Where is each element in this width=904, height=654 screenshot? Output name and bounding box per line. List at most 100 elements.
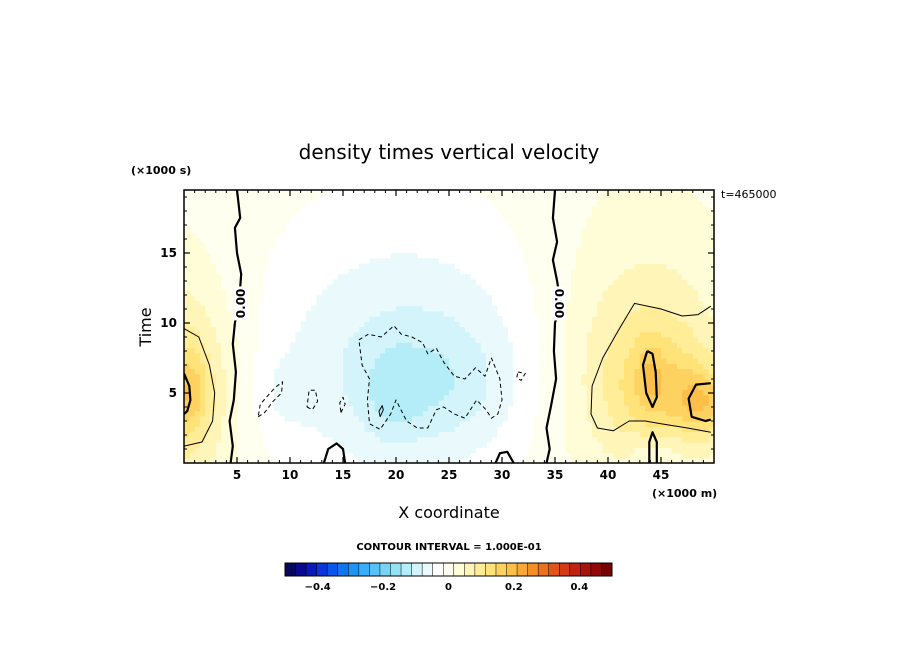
heatmap-cell [623, 347, 630, 354]
heatmap-cell [364, 279, 371, 286]
heatmap-cell [639, 253, 646, 259]
heatmap-cell [507, 363, 514, 370]
heatmap-cell [698, 284, 704, 291]
heatmap-cell [650, 284, 657, 291]
heatmap-cell [634, 321, 641, 328]
heatmap-cell [433, 268, 439, 275]
heatmap-cell [215, 305, 222, 312]
heatmap-cell [226, 447, 233, 454]
heatmap-cell [252, 263, 259, 270]
heatmap-cell [221, 436, 227, 443]
heatmap-cell [639, 247, 646, 254]
heatmap-cell [602, 310, 609, 317]
heatmap-cell [586, 363, 593, 370]
heatmap-cell [221, 431, 227, 438]
heatmap-cell [629, 452, 636, 459]
heatmap-cell [205, 331, 212, 338]
heatmap-cell [639, 379, 646, 385]
heatmap-cell [682, 410, 689, 417]
x-tick-label: 35 [547, 468, 564, 482]
heatmap-cell [618, 289, 625, 296]
heatmap-cell [380, 326, 386, 333]
heatmap-cell [311, 379, 318, 385]
heatmap-cell [332, 384, 339, 391]
heatmap-cell [703, 363, 710, 370]
colorbar-swatch [327, 563, 339, 576]
heatmap-cell [237, 226, 243, 233]
heatmap-cell [682, 274, 689, 280]
heatmap-cell [682, 431, 689, 438]
heatmap-cell [523, 195, 530, 202]
heatmap-cell [602, 410, 609, 417]
heatmap-cell [194, 279, 201, 286]
heatmap-cell [406, 363, 413, 370]
heatmap-cell [221, 415, 227, 422]
heatmap-cell [189, 394, 196, 401]
heatmap-cell [676, 447, 683, 454]
heatmap-cell [427, 400, 434, 406]
heatmap-cell [544, 337, 551, 343]
heatmap-cell [417, 316, 424, 322]
heatmap-cell [486, 342, 492, 349]
heatmap-cell [502, 384, 508, 391]
heatmap-cell [390, 321, 397, 328]
heatmap-cell [369, 279, 376, 286]
heatmap-cell [427, 363, 434, 370]
heatmap-cell [586, 452, 593, 459]
heatmap-cell [676, 216, 683, 223]
contour-line [322, 442, 347, 463]
heatmap-cell [496, 342, 503, 349]
heatmap-cell [401, 384, 408, 391]
heatmap-cell [205, 289, 212, 296]
heatmap-cell [703, 284, 710, 291]
heatmap-cell [231, 405, 238, 412]
heatmap-cell [549, 268, 556, 275]
heatmap-cell [215, 247, 222, 254]
heatmap-cell [592, 331, 598, 338]
contour-label-layer: 0.00 0.00 [234, 286, 567, 321]
heatmap-cell [284, 216, 291, 223]
heatmap-cell [459, 305, 466, 312]
heatmap-cell [634, 363, 641, 370]
heatmap-cell [655, 442, 662, 448]
heatmap-cell [634, 384, 641, 391]
heatmap-cell [645, 400, 651, 406]
heatmap-cell [295, 410, 302, 417]
heatmap-cell [237, 415, 243, 422]
heatmap-cell [576, 405, 583, 412]
heatmap-cell [544, 216, 551, 223]
heatmap-cell [608, 436, 614, 443]
heatmap-cell [332, 321, 339, 328]
heatmap-cell [380, 258, 386, 265]
heatmap-cell [348, 384, 355, 391]
heatmap-cell [252, 274, 259, 280]
heatmap-cell [263, 247, 270, 254]
heatmap-cell [433, 289, 439, 296]
heatmap-cell [438, 452, 445, 459]
heatmap-cell [454, 337, 461, 343]
heatmap-cell [422, 289, 429, 296]
heatmap-cell [247, 363, 254, 370]
heatmap-cell [661, 190, 667, 196]
heatmap-cell [613, 347, 620, 354]
heatmap-cell [708, 242, 714, 249]
heatmap-cell [623, 300, 630, 307]
heatmap-cell [433, 389, 439, 396]
heatmap-cell [422, 373, 429, 380]
heatmap-cell [433, 352, 439, 359]
heatmap-cell [433, 384, 439, 391]
heatmap-cell [380, 263, 386, 270]
heatmap-cell [194, 195, 201, 202]
heatmap-cell [650, 226, 657, 233]
heatmap-cell [231, 263, 238, 270]
heatmap-cell [703, 326, 710, 333]
heatmap-cell [613, 394, 620, 401]
heatmap-cell [464, 342, 471, 349]
heatmap-cell [703, 195, 710, 202]
heatmap-cell [348, 442, 355, 448]
heatmap-cell [565, 263, 572, 270]
heatmap-cell [231, 410, 238, 417]
heatmap-cell [348, 363, 355, 370]
heatmap-cell [417, 447, 424, 454]
heatmap-cell [464, 394, 471, 401]
